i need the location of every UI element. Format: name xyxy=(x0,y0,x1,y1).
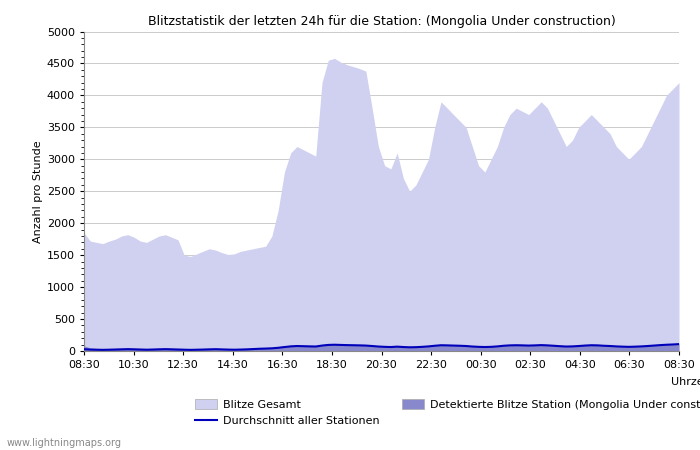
Text: www.lightningmaps.org: www.lightningmaps.org xyxy=(7,438,122,448)
Title: Blitzstatistik der letzten 24h für die Station: (Mongolia Under construction): Blitzstatistik der letzten 24h für die S… xyxy=(148,14,615,27)
Y-axis label: Anzahl pro Stunde: Anzahl pro Stunde xyxy=(33,140,43,243)
X-axis label: Uhrzeit: Uhrzeit xyxy=(671,377,700,387)
Legend: Blitze Gesamt, Durchschnitt aller Stationen, Detektierte Blitze Station (Mongoli: Blitze Gesamt, Durchschnitt aller Statio… xyxy=(190,395,700,431)
